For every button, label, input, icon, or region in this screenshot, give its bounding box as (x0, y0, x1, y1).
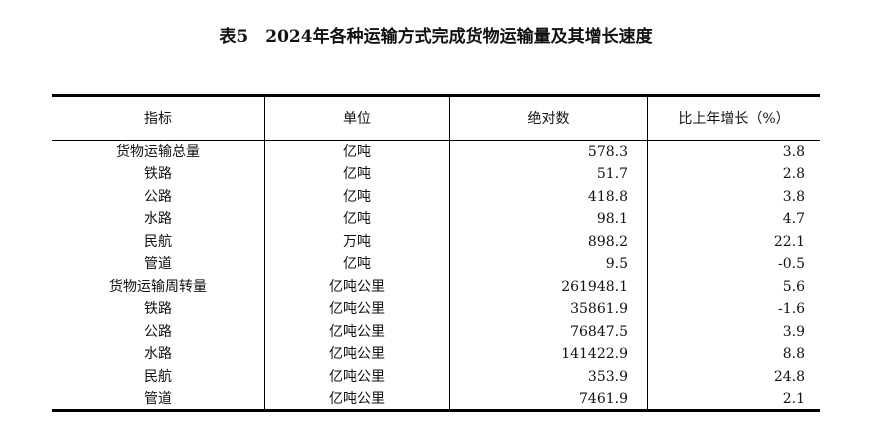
cell-absolute: 261948.1 (449, 275, 648, 298)
cell-unit: 亿吨公里 (264, 365, 450, 388)
table-row: 货物运输总量 亿吨 578.3 3.8 (52, 140, 820, 163)
cell-absolute: 353.9 (449, 365, 648, 388)
cell-indicator: 铁路 (144, 166, 172, 183)
cell-unit: 亿吨 (264, 253, 450, 276)
cell-absolute: 418.8 (449, 185, 648, 208)
cell-unit: 亿吨公里 (264, 275, 450, 298)
cell-absolute: 141422.9 (449, 343, 648, 366)
header-growth: 比上年增长（%） (647, 95, 820, 141)
cell-growth: 2.8 (647, 163, 820, 186)
cell-indicator: 货物运输总量 (116, 144, 200, 160)
cell-unit: 亿吨公里 (264, 388, 450, 411)
cell-indicator: 公路 (144, 188, 172, 205)
cell-indicator: 管道 (144, 256, 172, 273)
cell-indicator: 民航 (144, 368, 172, 385)
cell-indicator: 水路 (144, 211, 172, 228)
cell-unit: 亿吨公里 (264, 343, 450, 366)
cell-indicator: 民航 (144, 233, 172, 250)
cell-indicator: 管道 (144, 390, 172, 407)
table-row: 铁路 亿吨公里 35861.9 -1.6 (52, 298, 820, 321)
cell-growth: 3.9 (647, 320, 820, 343)
cell-unit: 亿吨 (264, 163, 450, 186)
table-row: 货物运输周转量 亿吨公里 261948.1 5.6 (52, 275, 820, 298)
table-row: 公路 亿吨公里 76847.5 3.9 (52, 320, 820, 343)
cell-indicator: 水路 (144, 346, 172, 363)
cell-unit: 亿吨 (264, 185, 450, 208)
cell-indicator: 货物运输周转量 (109, 278, 207, 295)
cell-absolute: 9.5 (449, 253, 648, 276)
cell-growth: 3.8 (647, 140, 820, 163)
cell-growth: -1.6 (647, 298, 820, 321)
header-absolute: 绝对数 (449, 95, 648, 141)
header-indicator: 指标 (144, 110, 172, 127)
cell-growth: 5.6 (647, 275, 820, 298)
cell-absolute: 76847.5 (449, 320, 648, 343)
cell-unit: 亿吨 (264, 140, 450, 163)
table-row: 公路 亿吨 418.8 3.8 (52, 185, 820, 208)
cell-unit: 万吨 (264, 230, 450, 253)
table-row: 水路 亿吨公里 141422.9 8.8 (52, 343, 820, 366)
table-row: 管道 亿吨公里 7461.9 2.1 (52, 388, 820, 411)
cell-absolute: 51.7 (449, 163, 648, 186)
cell-growth: 22.1 (647, 230, 820, 253)
cell-growth: 3.8 (647, 185, 820, 208)
table-row: 管道 亿吨 9.5 -0.5 (52, 253, 820, 276)
cell-unit: 亿吨 (264, 208, 450, 231)
cell-absolute: 7461.9 (449, 388, 648, 411)
cell-growth: 2.1 (647, 388, 820, 411)
header-unit: 单位 (264, 95, 450, 141)
cell-absolute: 578.3 (449, 140, 648, 163)
header-row: 指标 单位 绝对数 比上年增长（%） (52, 95, 820, 141)
table-row: 铁路 亿吨 51.7 2.8 (52, 163, 820, 186)
table-row: 水路 亿吨 98.1 4.7 (52, 208, 820, 231)
cell-growth: -0.5 (647, 253, 820, 276)
cell-unit: 亿吨公里 (264, 298, 450, 321)
cell-absolute: 98.1 (449, 208, 648, 231)
table-row: 民航 万吨 898.2 22.1 (52, 230, 820, 253)
cell-unit: 亿吨公里 (264, 320, 450, 343)
cell-growth: 24.8 (647, 365, 820, 388)
cell-growth: 4.7 (647, 208, 820, 231)
table-row: 民航 亿吨公里 353.9 24.8 (52, 365, 820, 388)
cell-absolute: 898.2 (449, 230, 648, 253)
cell-indicator: 公路 (144, 323, 172, 340)
cell-indicator: 铁路 (144, 301, 172, 318)
table-title: 表5 2024年各种运输方式完成货物运输量及其增长速度 (219, 27, 653, 47)
cell-absolute: 35861.9 (449, 298, 648, 321)
freight-table: 指标 单位 绝对数 比上年增长（%） 货物运输总量 亿吨 578.3 3.8 铁路 亿吨 5… (52, 94, 820, 412)
cell-growth: 8.8 (647, 343, 820, 366)
